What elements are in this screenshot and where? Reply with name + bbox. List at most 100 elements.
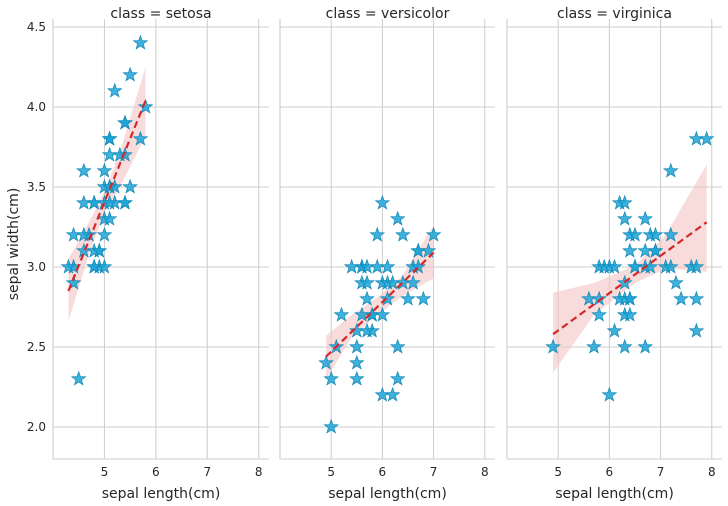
data-point-star — [662, 162, 679, 178]
x-axis-title: sepal length(cm) — [555, 486, 674, 502]
x-tick-label: 7 — [657, 465, 665, 479]
x-axis-title: sepal length(cm) — [328, 486, 447, 502]
y-tick-label: 2.5 — [27, 340, 46, 354]
facet-panel-1: 5 6 7 8 2.0 2.5 3.0 3.5 4.0 4.5 class = setosa sepa… — [27, 6, 269, 502]
data-point-star — [137, 98, 154, 114]
data-point-star — [688, 258, 705, 274]
x-tick-label: 6 — [379, 465, 387, 479]
data-point-star — [384, 386, 401, 402]
data-point-star — [76, 162, 92, 178]
regression-line — [67, 100, 147, 292]
x-tick-label: 8 — [708, 465, 716, 479]
y-axis-title: sepal width(cm) — [6, 188, 22, 301]
data-point-star — [117, 194, 133, 210]
data-point-star — [374, 194, 391, 210]
x-tick-label: 8 — [255, 465, 263, 479]
data-point-star — [379, 290, 396, 306]
data-point-star — [106, 82, 123, 98]
data-point-star — [688, 130, 705, 146]
data-point-star — [586, 338, 602, 354]
x-tick-label: 7 — [430, 465, 438, 479]
data-point-star — [698, 130, 715, 146]
facet-panel-2: 5 6 7 8 class = versicolor sepal length(cm) — [279, 6, 495, 502]
data-point-star — [405, 274, 421, 290]
data-point-star — [400, 290, 416, 306]
data-point-star — [369, 226, 386, 242]
data-point-star — [86, 194, 102, 210]
data-point-star — [606, 322, 623, 338]
x-tick-label: 6 — [152, 465, 160, 479]
data-point-star — [76, 194, 92, 210]
data-point-star — [627, 226, 643, 242]
data-point-star — [637, 210, 654, 226]
data-point-star — [379, 258, 396, 274]
data-point-star — [627, 258, 643, 274]
data-point-star — [616, 338, 633, 354]
data-point-star — [662, 258, 679, 274]
x-tick-label: 6 — [606, 465, 614, 479]
data-point-star — [348, 370, 365, 386]
data-point-star — [662, 226, 679, 242]
data-point-star — [545, 338, 561, 354]
data-point-star — [601, 386, 618, 402]
data-point-star — [348, 338, 365, 354]
data-point-star — [395, 226, 411, 242]
data-point-star — [622, 306, 638, 322]
data-point-star — [60, 258, 77, 274]
facet-title: class = versicolor — [326, 6, 450, 22]
data-point-star — [425, 226, 442, 242]
data-point-star — [359, 274, 375, 290]
data-point-star — [101, 210, 118, 226]
data-point-star — [642, 258, 659, 274]
data-point-star — [132, 130, 149, 146]
data-point-star — [96, 226, 113, 242]
data-point-star — [122, 66, 138, 82]
y-tick-label: 4.5 — [27, 20, 46, 34]
data-point-star — [65, 226, 82, 242]
regression-line — [552, 221, 708, 336]
data-point-star — [389, 370, 406, 386]
data-point-star — [410, 242, 427, 258]
data-point-star — [622, 290, 638, 306]
x-tick-label: 7 — [203, 465, 211, 479]
y-tick-label: 3.5 — [27, 180, 46, 194]
confidence-band — [553, 164, 707, 373]
facet-title: class = setosa — [110, 6, 211, 22]
x-tick-label: 5 — [554, 465, 562, 479]
data-point-star — [96, 258, 113, 274]
data-point-star — [668, 274, 684, 290]
data-point-star — [647, 242, 664, 258]
data-point-star — [688, 290, 705, 306]
data-point-star — [622, 242, 638, 258]
data-point-star — [364, 306, 380, 322]
data-point-star — [101, 130, 118, 146]
facet-title: class = virginica — [557, 6, 672, 22]
data-point-star — [647, 226, 664, 242]
data-point-star — [591, 306, 607, 322]
data-point-star — [606, 258, 623, 274]
x-tick-label: 5 — [101, 465, 109, 479]
data-point-star — [343, 258, 360, 274]
data-point-star — [318, 354, 334, 370]
data-point-star — [117, 114, 133, 130]
data-point-star — [70, 370, 87, 386]
y-tick-label: 2.0 — [27, 420, 46, 434]
data-point-star — [410, 258, 427, 274]
data-point-star — [359, 258, 375, 274]
data-point-star — [132, 34, 149, 50]
data-point-star — [348, 354, 365, 370]
data-point-star — [65, 274, 82, 290]
data-point-star — [415, 290, 432, 306]
data-point-star — [323, 370, 340, 386]
data-point-star — [101, 178, 118, 194]
data-point-star — [91, 242, 108, 258]
data-point-star — [637, 338, 654, 354]
confidence-band — [326, 225, 434, 379]
data-point-star — [96, 162, 113, 178]
regression-line — [325, 251, 435, 358]
x-tick-label: 8 — [481, 465, 489, 479]
facet-panel-3: 5 6 7 8 class = virginica sepal length(cm) — [506, 6, 722, 502]
data-point-star — [389, 210, 406, 226]
data-point-star — [688, 322, 705, 338]
